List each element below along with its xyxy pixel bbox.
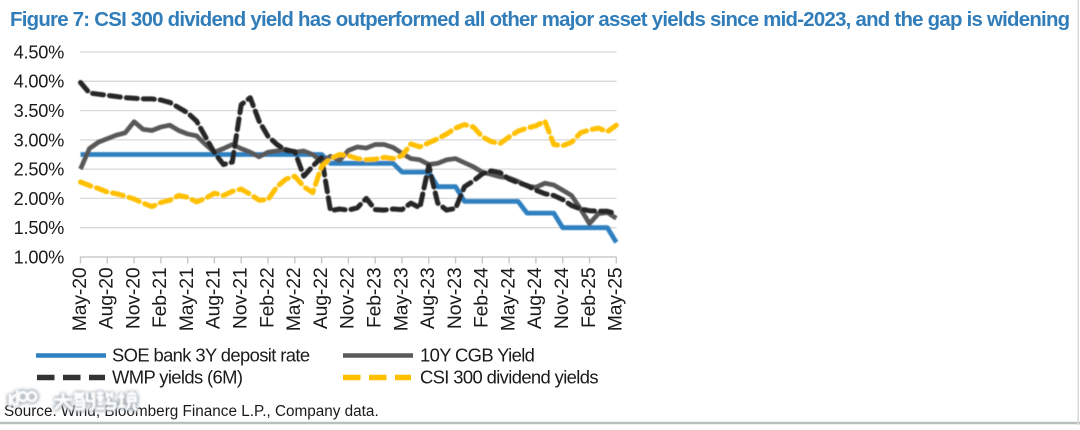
svg-text:3.50%: 3.50% [14, 101, 64, 121]
svg-text:Nov-22: Nov-22 [337, 268, 359, 330]
svg-text:1.00%: 1.00% [14, 247, 64, 267]
svg-text:Aug-21: Aug-21 [203, 268, 225, 330]
svg-text:Feb-24: Feb-24 [471, 267, 493, 328]
svg-text:4.00%: 4.00% [14, 72, 64, 92]
svg-text:May-23: May-23 [390, 268, 412, 332]
svg-text:Feb-21: Feb-21 [149, 268, 171, 329]
svg-text:2.50%: 2.50% [14, 160, 64, 180]
svg-text:4.50%: 4.50% [14, 42, 64, 62]
svg-text:Nov-23: Nov-23 [444, 267, 466, 329]
svg-text:May-21: May-21 [176, 268, 198, 332]
svg-text:SOE bank 3Y deposit rate: SOE bank 3Y deposit rate [112, 345, 310, 366]
svg-text:Aug-23: Aug-23 [417, 268, 439, 330]
svg-text:CSI 300 dividend yields: CSI 300 dividend yields [420, 367, 598, 388]
svg-text:Nov-24: Nov-24 [551, 267, 573, 329]
svg-text:WMP yields (6M): WMP yields (6M) [112, 367, 242, 388]
svg-text:Feb-23: Feb-23 [364, 268, 386, 329]
svg-text:3.00%: 3.00% [14, 130, 64, 150]
svg-text:10Y CGB Yield: 10Y CGB Yield [420, 345, 535, 366]
svg-text:Figure 7: CSI 300 dividend yie: Figure 7: CSI 300 dividend yield has out… [10, 9, 1070, 31]
svg-text:May-20: May-20 [69, 267, 91, 331]
svg-text:Feb-25: Feb-25 [578, 268, 600, 329]
svg-text:May-25: May-25 [605, 268, 627, 332]
svg-text:Aug-20: Aug-20 [96, 267, 118, 329]
svg-text:Feb-22: Feb-22 [256, 268, 278, 329]
svg-text:Aug-24: Aug-24 [524, 267, 546, 329]
svg-text:Nov-21: Nov-21 [229, 268, 251, 330]
svg-text:2.00%: 2.00% [14, 189, 64, 209]
svg-text:1.50%: 1.50% [14, 218, 64, 238]
svg-text:May-24: May-24 [497, 267, 519, 331]
svg-text:May-22: May-22 [283, 268, 305, 332]
svg-text:Aug-22: Aug-22 [310, 268, 332, 330]
svg-text:Nov-20: Nov-20 [122, 267, 144, 329]
